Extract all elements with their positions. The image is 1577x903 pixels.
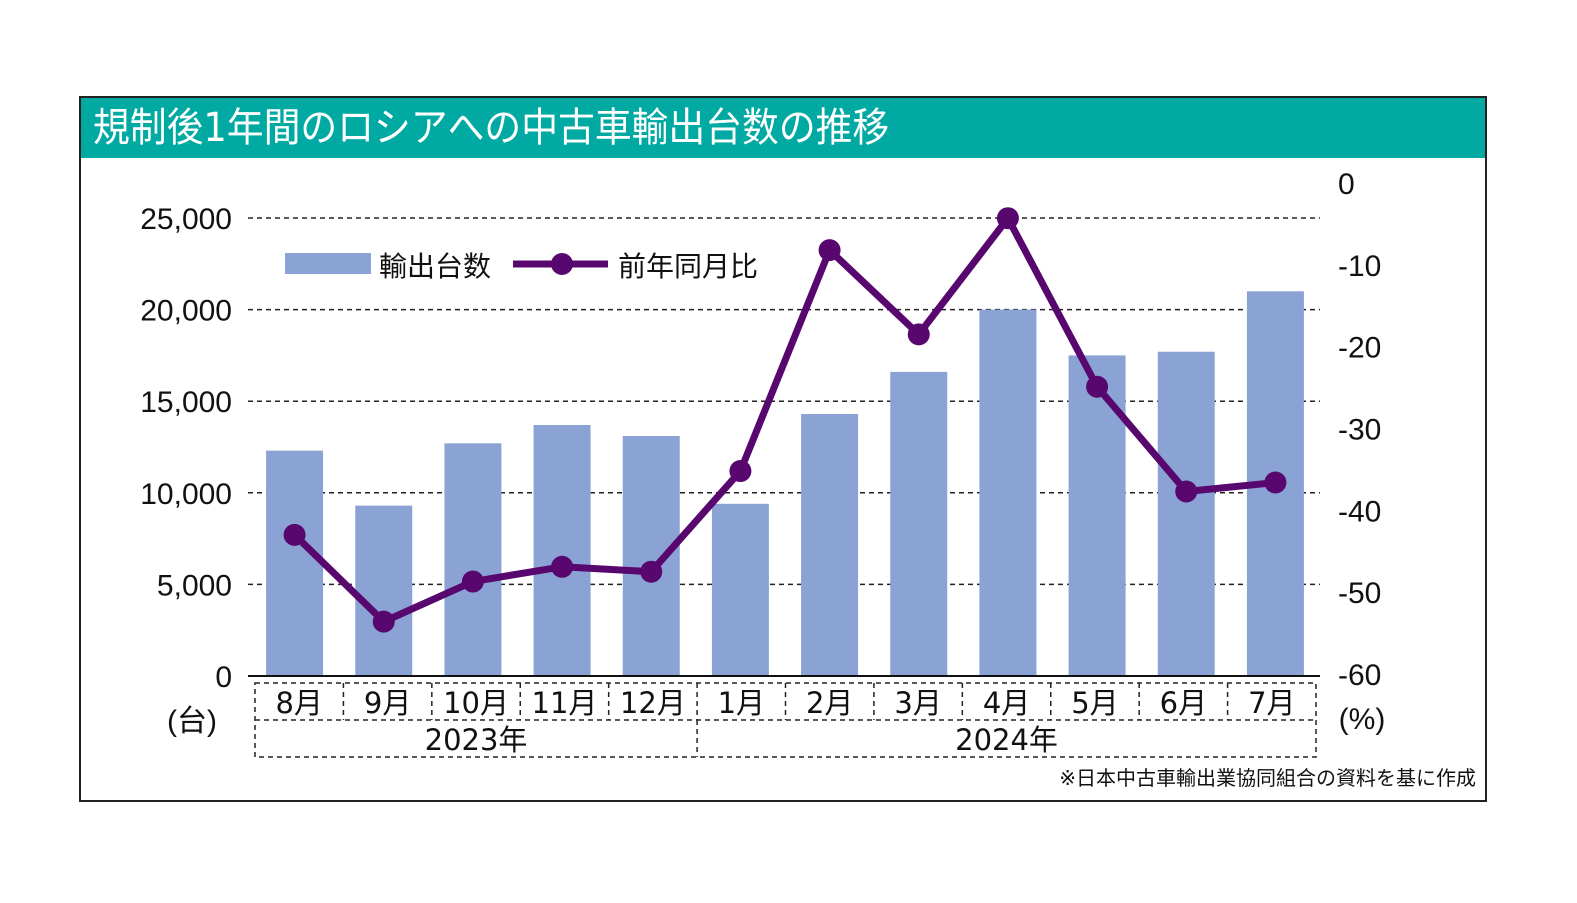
left-tick-label: 10,000	[140, 478, 232, 511]
left-tick-label: 0	[215, 661, 232, 694]
category-label: 11月	[532, 686, 598, 720]
yoy-line-path	[292, 214, 1276, 626]
yoy-point	[551, 555, 574, 578]
bar-export-count	[622, 436, 680, 676]
yoy-point	[996, 207, 1019, 230]
category-label: 8月	[275, 686, 322, 720]
year-label: 2024年	[955, 723, 1058, 757]
left-tick-label: 20,000	[140, 295, 232, 328]
chart-title: 規制後1年間のロシアへの中古車輸出台数の推移	[93, 105, 890, 151]
category-label: 2月	[806, 686, 853, 720]
yoy-point	[461, 570, 484, 593]
bar-export-count	[444, 443, 502, 676]
category-label: 9月	[364, 686, 411, 720]
category-label: 12月	[620, 686, 686, 720]
left-tick-label: 25,000	[140, 203, 232, 236]
yoy-point	[907, 323, 930, 346]
right-tick-label: 0	[1338, 168, 1355, 201]
yoy-point	[283, 523, 306, 546]
category-label: 5月	[1071, 686, 1118, 720]
legend-bar-label: 輸出台数	[379, 250, 491, 283]
axes: 0 5,000 10,000 15,000 20,000 25,000 0 -10 -20 -30…	[140, 168, 1385, 738]
category-label: 4月	[983, 686, 1030, 720]
right-tick-label: -20	[1338, 332, 1381, 365]
bar-export-count	[979, 309, 1037, 676]
yoy-point	[1086, 375, 1109, 398]
yoy-point	[372, 610, 395, 633]
bar-export-count	[355, 505, 413, 676]
right-tick-label: -30	[1338, 414, 1381, 447]
yoy-point	[818, 239, 841, 262]
legend: 輸出台数 前年同月比	[285, 250, 758, 283]
yoy-line	[283, 207, 1287, 633]
title-band: 規制後1年間のロシアへの中古車輸出台数の推移	[81, 98, 1485, 158]
bars	[266, 291, 1304, 676]
legend-line-label: 前年同月比	[618, 250, 758, 283]
year-label: 2023年	[425, 723, 528, 757]
source-note: ※日本中古車輸出業協同組合の資料を基に作成	[1059, 766, 1476, 790]
yoy-point	[640, 560, 663, 583]
category-label: 7月	[1248, 686, 1295, 720]
left-axis-unit: (台)	[167, 705, 217, 738]
yoy-point	[1175, 480, 1198, 503]
category-axis: 8月 9月 10月 11月 12月 1月 2月 3月 4月 5月 6月 7月 2023年 2024年	[254, 682, 1317, 758]
bar-export-count	[533, 425, 591, 676]
gridlines	[248, 217, 1320, 586]
category-label: 10月	[443, 686, 509, 720]
category-label: 3月	[894, 686, 941, 720]
left-tick-label: 15,000	[140, 386, 232, 419]
bar-export-count	[711, 503, 769, 676]
bar-export-count	[1068, 355, 1126, 676]
right-tick-label: -60	[1338, 659, 1381, 692]
right-axis-unit: (%)	[1339, 703, 1386, 736]
right-tick-label: -10	[1338, 250, 1381, 283]
bar-export-count	[890, 371, 948, 676]
legend-line-marker	[551, 253, 573, 275]
bar-export-count	[801, 414, 859, 676]
yoy-point	[1264, 471, 1287, 494]
category-label: 6月	[1160, 686, 1207, 720]
left-tick-label: 5,000	[157, 569, 232, 602]
bar-export-count	[1157, 351, 1215, 676]
yoy-point	[729, 460, 752, 483]
right-tick-label: -40	[1338, 495, 1381, 528]
right-tick-label: -50	[1338, 577, 1381, 610]
category-label: 1月	[718, 686, 765, 720]
legend-bar-swatch	[285, 253, 371, 274]
bar-export-count	[266, 450, 324, 676]
